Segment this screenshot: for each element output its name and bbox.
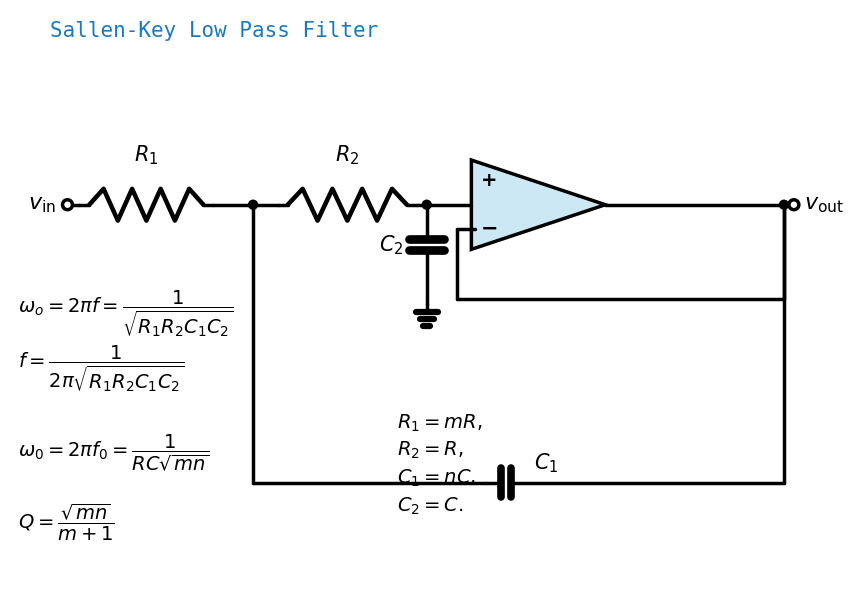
Text: $C_1 = nC,$: $C_1 = nC,$ xyxy=(397,468,476,489)
Text: Sallen-Key Low Pass Filter: Sallen-Key Low Pass Filter xyxy=(49,21,378,41)
Circle shape xyxy=(248,200,258,209)
Text: $\omega_o = 2\pi f = \dfrac{1}{\sqrt{R_1 R_2 C_1 C_2}}$: $\omega_o = 2\pi f = \dfrac{1}{\sqrt{R_1… xyxy=(18,289,233,339)
Text: $Q = \dfrac{\sqrt{mn}}{m+1}$: $Q = \dfrac{\sqrt{mn}}{m+1}$ xyxy=(18,502,115,543)
Text: $C_1$: $C_1$ xyxy=(534,451,558,475)
Text: +: + xyxy=(481,171,498,190)
Text: $R_2$: $R_2$ xyxy=(335,143,359,167)
Circle shape xyxy=(780,200,788,209)
Text: −: − xyxy=(481,219,498,239)
Circle shape xyxy=(422,200,431,209)
Circle shape xyxy=(789,200,799,210)
Text: $C_2$: $C_2$ xyxy=(379,233,403,257)
Text: $v_{\rm out}$: $v_{\rm out}$ xyxy=(804,195,844,214)
Text: $\omega_0 = 2\pi f_0 = \dfrac{1}{RC\sqrt{mn}}$: $\omega_0 = 2\pi f_0 = \dfrac{1}{RC\sqrt… xyxy=(18,432,209,473)
Text: $f =\dfrac{1}{2\pi\sqrt{R_1 R_2 C_1 C_2}}$: $f =\dfrac{1}{2\pi\sqrt{R_1 R_2 C_1 C_2}… xyxy=(18,343,185,394)
Text: $R_2 = R,$: $R_2 = R,$ xyxy=(397,440,464,462)
Polygon shape xyxy=(471,160,605,249)
Text: $R_1$: $R_1$ xyxy=(134,143,158,167)
Circle shape xyxy=(62,200,72,210)
Text: $R_1 = mR,$: $R_1 = mR,$ xyxy=(397,412,483,434)
Text: $C_2 = C.$: $C_2 = C.$ xyxy=(397,496,464,517)
Text: $v_{\rm in}$: $v_{\rm in}$ xyxy=(27,195,55,214)
